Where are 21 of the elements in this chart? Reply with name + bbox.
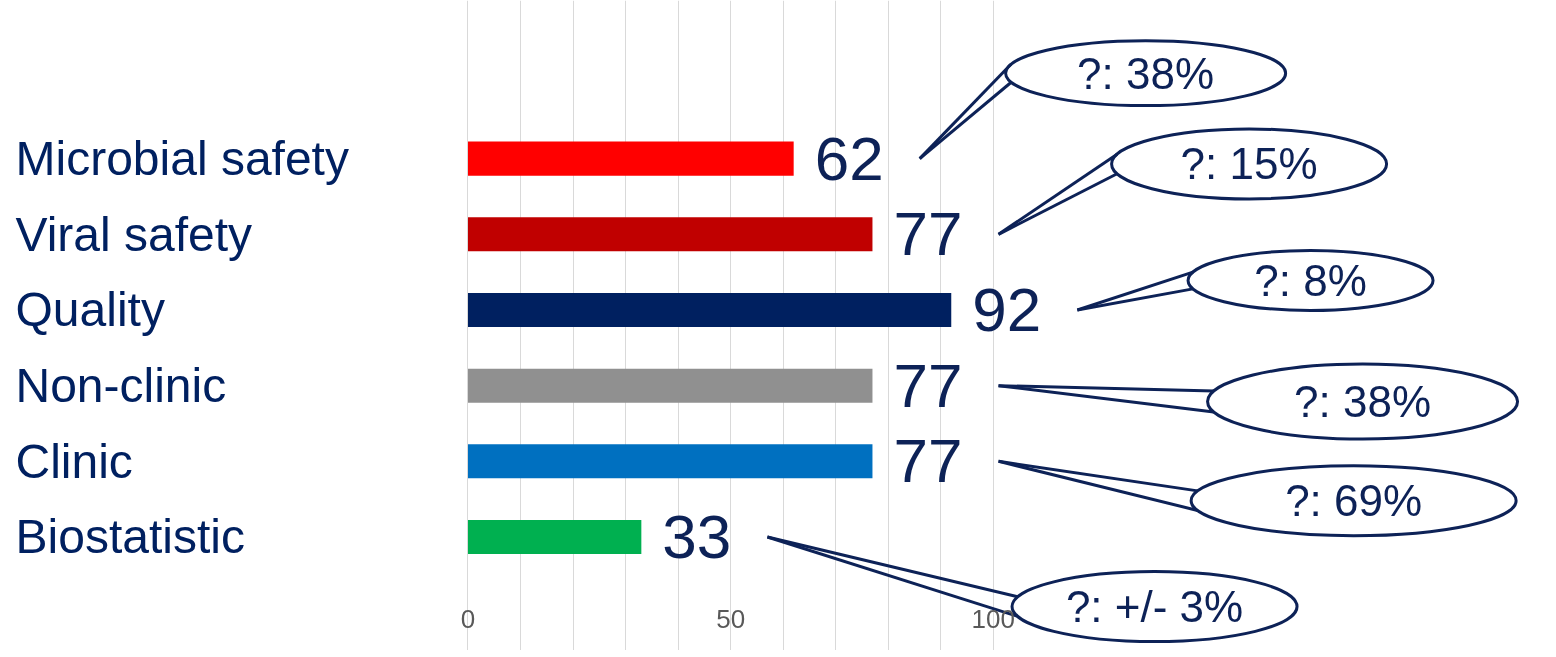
data-label: 77	[893, 350, 963, 420]
annotation: ?: 69%	[1285, 476, 1423, 526]
data-label: 33	[662, 502, 732, 571]
data-label: 62	[814, 123, 884, 193]
y-tick-label: Clinic	[15, 434, 133, 488]
y-tick-label: Biostatistic	[15, 510, 245, 564]
annotation: ?: 8%	[1254, 255, 1367, 305]
y-tick-label: Viral safety	[15, 207, 253, 261]
text: ?: +/- 3%	[1065, 582, 1244, 632]
data-label: 92	[972, 274, 1042, 344]
y-tick-label: Microbial safety	[15, 132, 349, 186]
annotation: ?: 38%	[1294, 377, 1432, 427]
y-tick-label: Non-clinic	[15, 359, 227, 413]
x-tick-label: 100	[971, 604, 1015, 635]
annotation: ?: 15%	[1180, 139, 1318, 189]
text: ?: 38%	[1077, 48, 1215, 98]
x-tick-label: 0	[460, 604, 476, 635]
data-label: 77	[893, 199, 963, 269]
data-label: 77	[893, 426, 963, 496]
y-tick-label: Quality	[15, 283, 165, 337]
x-tick-label: 50	[716, 604, 746, 635]
